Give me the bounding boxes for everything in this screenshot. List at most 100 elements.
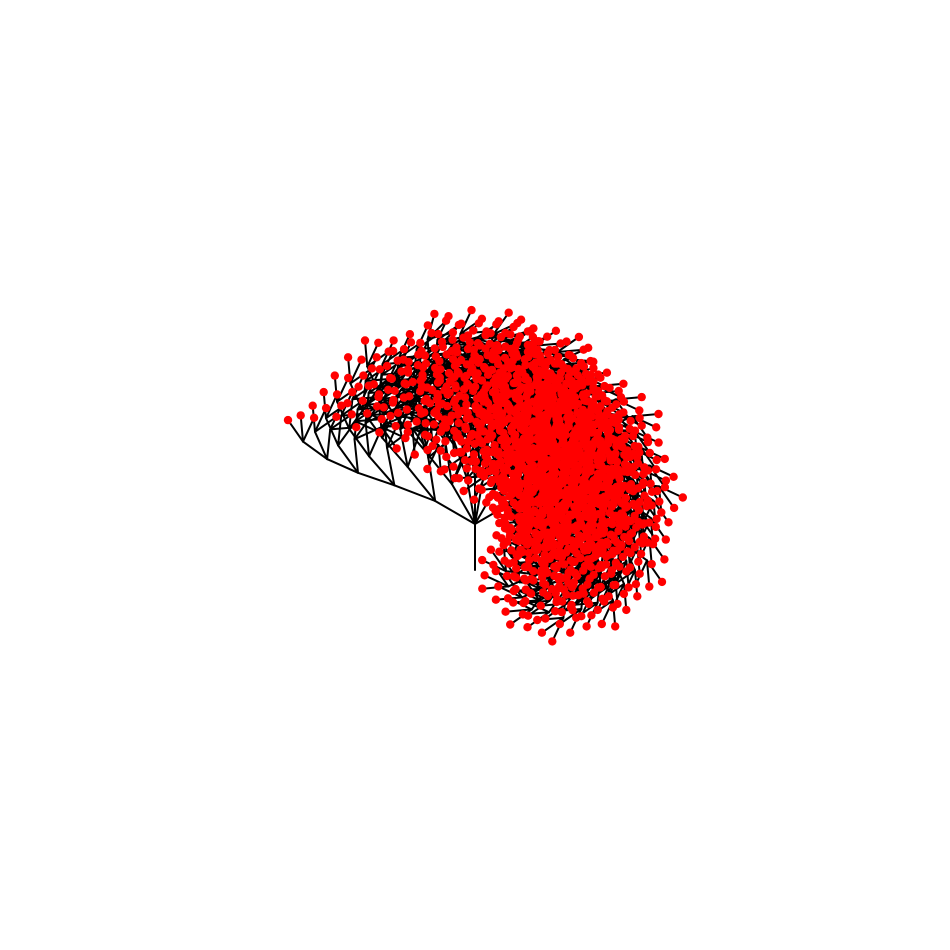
tree-node bbox=[477, 439, 487, 448]
tree-node bbox=[450, 473, 460, 483]
tree-node bbox=[469, 450, 479, 459]
tree-node bbox=[453, 410, 462, 419]
tree-node bbox=[546, 441, 555, 450]
tree-node bbox=[570, 478, 579, 488]
tree-node bbox=[550, 562, 559, 571]
tree-node bbox=[527, 425, 537, 434]
tree-node bbox=[611, 449, 620, 458]
tree-node bbox=[438, 342, 447, 352]
tree-node bbox=[531, 366, 540, 375]
tree-node bbox=[332, 390, 342, 399]
tree-node bbox=[476, 470, 485, 479]
tree-node bbox=[566, 556, 575, 565]
tree-node bbox=[618, 552, 627, 562]
tree-node bbox=[460, 456, 470, 465]
tree-node bbox=[611, 622, 620, 631]
tree-node bbox=[579, 390, 588, 399]
tree-node bbox=[560, 469, 569, 479]
tree-edge bbox=[364, 339, 369, 368]
tree-node bbox=[536, 601, 545, 610]
tree-node bbox=[457, 448, 466, 457]
tree-node bbox=[635, 406, 644, 415]
tree-node bbox=[551, 468, 560, 477]
tree-node bbox=[523, 623, 532, 632]
tree-node bbox=[621, 493, 631, 503]
tree-node bbox=[589, 588, 598, 597]
tree-node bbox=[492, 320, 501, 329]
tree-node bbox=[436, 467, 445, 476]
tree-node bbox=[657, 577, 667, 587]
tree-node bbox=[561, 502, 570, 511]
tree-edge bbox=[397, 341, 422, 359]
tree-node bbox=[491, 380, 500, 390]
tree-node bbox=[493, 474, 502, 484]
tree-node bbox=[562, 424, 571, 433]
tree-edge bbox=[366, 341, 380, 368]
tree-node bbox=[573, 371, 583, 380]
tree-node bbox=[543, 528, 552, 537]
tree-node bbox=[391, 421, 400, 431]
tree-node bbox=[490, 441, 499, 450]
tree-edge bbox=[434, 500, 476, 525]
tree-edge bbox=[380, 426, 407, 440]
tree-node bbox=[523, 540, 532, 549]
tree-node bbox=[602, 368, 612, 377]
tree-node bbox=[449, 462, 458, 471]
tree-node bbox=[497, 414, 506, 423]
tree-node bbox=[551, 326, 561, 335]
tree-edge bbox=[398, 420, 426, 452]
tree-node bbox=[412, 417, 421, 426]
tree-node bbox=[545, 345, 554, 355]
tree-edge bbox=[354, 420, 381, 434]
tree-edge bbox=[337, 444, 359, 474]
tree-node bbox=[440, 415, 450, 424]
tree-node bbox=[661, 535, 670, 544]
tree-node bbox=[496, 332, 506, 342]
tree-node bbox=[588, 421, 597, 431]
tree-node bbox=[367, 364, 377, 373]
tree-node bbox=[559, 522, 568, 531]
tree-node bbox=[471, 401, 480, 411]
tree-node bbox=[543, 413, 552, 422]
tree-node bbox=[575, 489, 584, 499]
tree-node bbox=[660, 483, 670, 492]
tree-node bbox=[393, 356, 402, 365]
tree-node bbox=[414, 404, 424, 413]
tree-node bbox=[509, 586, 518, 596]
tree-node bbox=[573, 521, 582, 530]
tree-node bbox=[457, 319, 466, 328]
tree-edge bbox=[325, 393, 339, 420]
tree-node bbox=[532, 480, 542, 489]
tree-node bbox=[664, 518, 673, 527]
tree-node bbox=[517, 453, 526, 462]
tree-edge bbox=[409, 412, 435, 426]
tree-node bbox=[469, 326, 478, 335]
tree-edge bbox=[658, 485, 676, 509]
tree-edge bbox=[378, 368, 398, 395]
tree-node bbox=[568, 510, 577, 519]
tree-node bbox=[515, 332, 524, 341]
tree-node bbox=[359, 371, 368, 380]
tree-node bbox=[558, 515, 567, 525]
tree-node bbox=[529, 567, 538, 576]
tree-node bbox=[433, 392, 443, 402]
tree-node bbox=[462, 464, 472, 473]
tree-node bbox=[432, 435, 441, 444]
tree-node bbox=[319, 387, 328, 397]
tree-node bbox=[528, 462, 537, 471]
tree-node bbox=[537, 442, 546, 451]
tree-node bbox=[393, 408, 403, 417]
tree-node bbox=[630, 511, 639, 521]
tree-edge bbox=[436, 323, 460, 341]
tree-node bbox=[652, 455, 661, 465]
tree-node bbox=[537, 387, 546, 396]
tree-node bbox=[573, 461, 582, 470]
tree-node bbox=[434, 329, 443, 339]
tree-edge bbox=[314, 407, 328, 433]
tree-node bbox=[559, 385, 569, 394]
tree-node bbox=[506, 620, 515, 629]
tree-node bbox=[554, 352, 563, 362]
tree-node bbox=[551, 607, 560, 616]
tree-node bbox=[503, 508, 513, 517]
